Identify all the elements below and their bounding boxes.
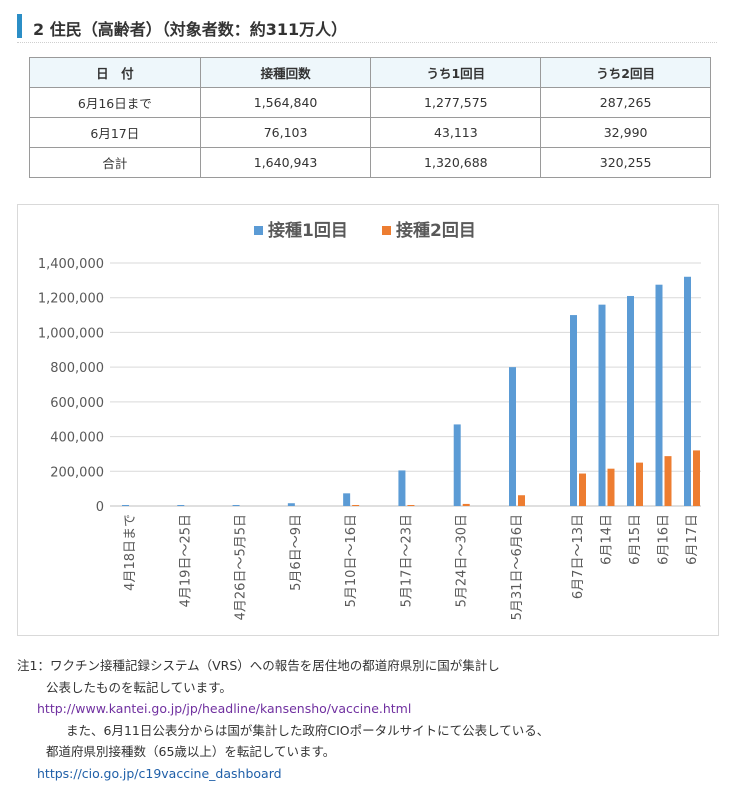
cell-first: 43,113	[370, 117, 542, 148]
section-heading: 2 住民（高齢者）（対象者数：約311万人）	[17, 12, 717, 43]
bar-dose1	[177, 505, 185, 506]
x-tick-label: 6月16日	[657, 514, 672, 565]
legend-label: 接種2回目	[396, 220, 476, 241]
bar-dose1	[398, 470, 406, 506]
bar-dose1	[453, 424, 461, 506]
bar-dose2	[352, 505, 360, 506]
bar-dose1	[684, 276, 691, 506]
x-tick-label: 6月17日	[685, 514, 700, 565]
bar-dose2	[607, 468, 615, 506]
bar-dose2	[407, 505, 415, 506]
x-tick-label: 5月24日～30日	[455, 514, 470, 607]
header-total-doses: 接種回数	[199, 57, 372, 88]
x-tick-label: 4月18日まで	[123, 514, 138, 591]
y-tick-label: 600,000	[50, 396, 104, 411]
cio-dashboard-link[interactable]: https://cio.go.jp/c19vaccine_dashboard	[37, 765, 282, 781]
bar-dose1	[232, 505, 240, 506]
bar-dose1	[343, 493, 351, 506]
bar-dose1	[287, 503, 295, 506]
bar-dose2	[579, 473, 586, 506]
cell-date: 6月17日	[29, 117, 201, 148]
cell-date: 6月16日まで	[29, 87, 201, 118]
header-first-dose: うち1回目	[370, 57, 542, 88]
bar-dose2	[664, 456, 672, 506]
note-line: 都道府県別接種数（65歳以上）を転記しています。	[46, 744, 336, 759]
legend-label: 接種1回目	[268, 220, 348, 241]
x-tick-label: 6月7日～13日	[571, 514, 586, 599]
x-tick-label: 6月15日	[628, 514, 643, 565]
note-line: 注1：ワクチン接種記録システム（VRS）への報告を居住地の都道府県別に国が集計し	[17, 658, 500, 673]
chart-container: 0 200,000 400,000 600,000 800,000 1,000,000 1,…	[17, 204, 719, 636]
cell-first: 1,277,575	[370, 87, 542, 118]
cell-second: 287,265	[540, 87, 711, 118]
legend-swatch-dose1	[254, 226, 263, 235]
y-tick-label: 1,000,000	[38, 326, 104, 341]
header-date: 日 付	[29, 57, 201, 88]
table-row: 6月17日 76,103 43,113 32,990	[29, 117, 711, 148]
cell-first: 1,320,688	[370, 147, 542, 178]
section-title: 2 住民（高齢者）（対象者数：約311万人）	[33, 20, 348, 39]
y-tick-label: 1,200,000	[38, 292, 104, 307]
table-row: 6月16日まで 1,564,840 1,277,575 287,265	[29, 87, 711, 118]
x-tick-label: 4月26日～5月5日	[234, 514, 249, 620]
bar-dose1	[598, 304, 606, 506]
bar-dose2	[693, 450, 700, 506]
x-tick-label: 5月31日～6月6日	[510, 514, 525, 620]
bar-dose2	[518, 495, 525, 506]
bar-dose1	[509, 367, 516, 506]
cell-total: 1,640,943	[199, 147, 372, 178]
x-tick-label: 5月10日～16日	[344, 514, 359, 607]
bar-dose1	[570, 315, 577, 506]
notes-section: 注1：ワクチン接種記録システム（VRS）への報告を居住地の都道府県別に国が集計し…	[17, 655, 727, 784]
note-line: また、6月11日公表分からは国が集計した政府CIOポータルサイトにて公表している…	[66, 722, 550, 738]
note-line: 公表したものを転記しています。	[46, 679, 232, 695]
cell-total: 76,103	[199, 117, 372, 148]
heading-accent-bar	[17, 14, 22, 38]
cell-date: 合計	[29, 147, 201, 178]
x-tick-label: 4月19日～25日	[178, 514, 193, 607]
y-tick-label: 800,000	[50, 361, 104, 376]
y-tick-label: 200,000	[50, 465, 104, 480]
header-second-dose: うち2回目	[540, 57, 711, 88]
bar-dose2	[462, 503, 470, 506]
y-tick-label: 1,400,000	[38, 257, 104, 272]
bar-dose1	[627, 295, 634, 506]
cell-second: 32,990	[540, 117, 711, 148]
vaccination-table: 日 付 接種回数 うち1回目 うち2回目 6月16日まで 1,564,840 1…	[29, 57, 711, 178]
x-tick-label: 5月17日～23日	[399, 514, 414, 607]
x-tick-label: 6月14日	[600, 514, 615, 565]
y-tick-label: 400,000	[50, 431, 104, 446]
cell-total: 1,564,840	[199, 87, 372, 118]
table-header-row: 日 付 接種回数 うち1回目 うち2回目	[29, 57, 711, 88]
bar-chart: 0 200,000 400,000 600,000 800,000 1,000,000 1,…	[38, 220, 701, 620]
bar-dose1	[122, 505, 129, 506]
y-tick-label: 0	[96, 500, 104, 515]
legend-swatch-dose2	[382, 226, 391, 235]
kantei-link[interactable]: http://www.kantei.go.jp/jp/headline/kans…	[37, 701, 412, 716]
bar-dose2	[636, 462, 643, 506]
cell-second: 320,255	[540, 147, 711, 178]
x-tick-label: 5月6日～9日	[289, 514, 304, 591]
bar-dose1	[655, 284, 663, 506]
table-row: 合計 1,640,943 1,320,688 320,255	[29, 147, 711, 178]
